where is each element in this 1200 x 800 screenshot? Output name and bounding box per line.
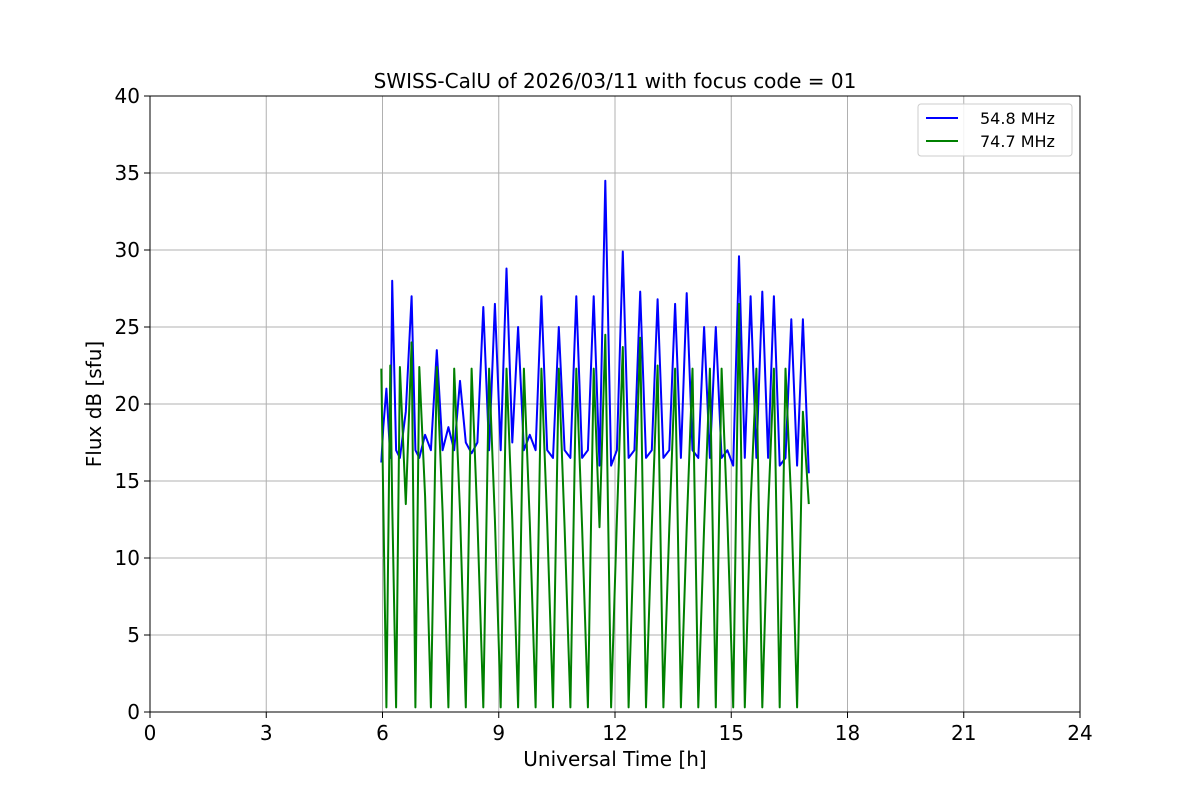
y-tick-label: 5 [127, 623, 140, 647]
x-tick-label: 3 [260, 721, 273, 745]
y-tick-label: 0 [127, 700, 140, 724]
y-tick-label: 40 [115, 84, 140, 108]
legend-label-54-8-mhz: 54.8 MHz [980, 109, 1055, 128]
x-tick-label: 6 [376, 721, 389, 745]
y-tick-label: 20 [115, 392, 140, 416]
y-axis-label: Flux dB [sfu] [82, 341, 106, 467]
y-tick-label: 25 [115, 315, 140, 339]
x-tick-label: 21 [951, 721, 976, 745]
y-tick-label: 15 [115, 469, 140, 493]
x-tick-label: 15 [719, 721, 744, 745]
legend-label-74-7-mhz: 74.7 MHz [980, 132, 1055, 151]
series-layer [380, 179, 810, 709]
x-axis: 0 3 6 9 12 15 18 21 24 [144, 712, 1093, 745]
legend: 54.8 MHz 74.7 MHz [917, 103, 1073, 157]
x-tick-label: 0 [144, 721, 157, 745]
y-tick-label: 35 [115, 161, 140, 185]
y-tick-label: 10 [115, 546, 140, 570]
x-tick-label: 12 [602, 721, 627, 745]
x-axis-label: Universal Time [h] [523, 747, 706, 771]
x-tick-label: 9 [492, 721, 505, 745]
chart-title: SWISS-CalU of 2026/03/11 with focus code… [374, 69, 857, 93]
x-tick-label: 24 [1067, 721, 1092, 745]
y-tick-label: 30 [115, 238, 140, 262]
series-line-74-7-mhz [380, 302, 810, 709]
y-axis: 0 5 10 15 20 25 30 35 40 [115, 84, 150, 724]
x-tick-label: 18 [835, 721, 860, 745]
series-line-54-8-mhz [380, 179, 810, 474]
